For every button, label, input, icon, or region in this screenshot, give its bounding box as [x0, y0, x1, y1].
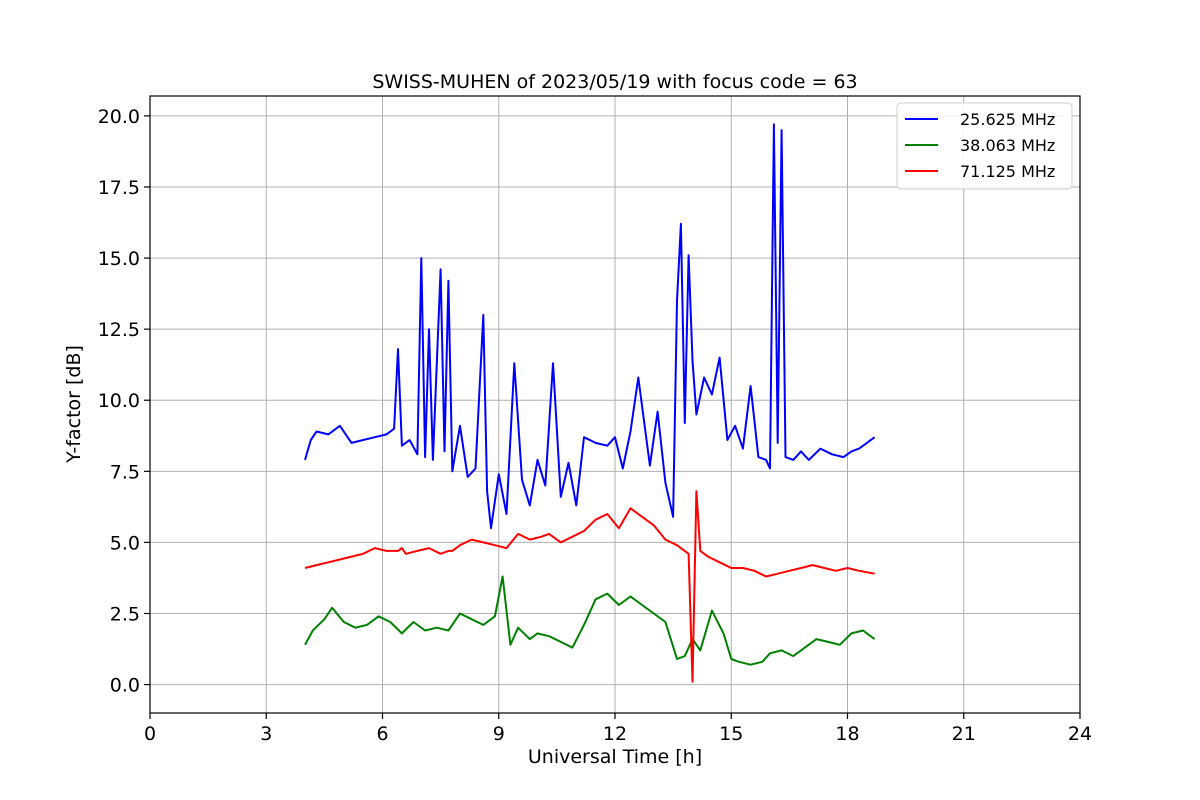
y-tick-label: 2.5 — [110, 603, 140, 625]
legend-label-71mhz: 71.125 MHz — [960, 162, 1055, 181]
x-tick-label: 15 — [719, 723, 743, 745]
series-layer — [304, 123, 876, 683]
y-tick-label: 12.5 — [98, 319, 140, 341]
y-axis-label: Y-factor [dB] — [63, 345, 85, 464]
x-tick-label: 9 — [493, 723, 505, 745]
legend-label-38mhz: 38.063 MHz — [960, 136, 1055, 155]
series-71mhz-line — [304, 490, 875, 683]
x-axis-label: Universal Time [h] — [528, 746, 702, 768]
x-tick-label: 18 — [835, 723, 859, 745]
x-tick-label: 3 — [260, 723, 272, 745]
x-tick-label: 21 — [952, 723, 976, 745]
y-tick-label: 20.0 — [98, 106, 140, 128]
series-38mhz-line — [304, 575, 876, 666]
x-tick-label: 0 — [144, 723, 156, 745]
x-tick-label: 24 — [1068, 723, 1092, 745]
y-tick-label: 5.0 — [110, 532, 140, 554]
chart-title: SWISS-MUHEN of 2023/05/19 with focus cod… — [372, 71, 857, 93]
y-tick-label: 15.0 — [98, 248, 140, 270]
legend-label-25mhz: 25.625 MHz — [960, 110, 1055, 129]
y-tick-label: 17.5 — [98, 177, 140, 199]
x-tick-label: 12 — [603, 723, 627, 745]
series-25mhz-line — [304, 123, 876, 530]
x-tick-label: 6 — [376, 723, 388, 745]
y-tick-label: 7.5 — [110, 461, 140, 483]
ticks: 0 3 6 9 12 15 18 21 24 0.0 2.5 5.0 7.5 10.0 12.5 15.0 17… — [98, 106, 1092, 745]
legend-box — [896, 102, 1073, 190]
legend: 25.625 MHz 38.063 MHz 71.125 MHz — [896, 102, 1073, 190]
y-tick-label: 10.0 — [98, 390, 140, 412]
y-tick-label: 0.0 — [110, 675, 140, 697]
